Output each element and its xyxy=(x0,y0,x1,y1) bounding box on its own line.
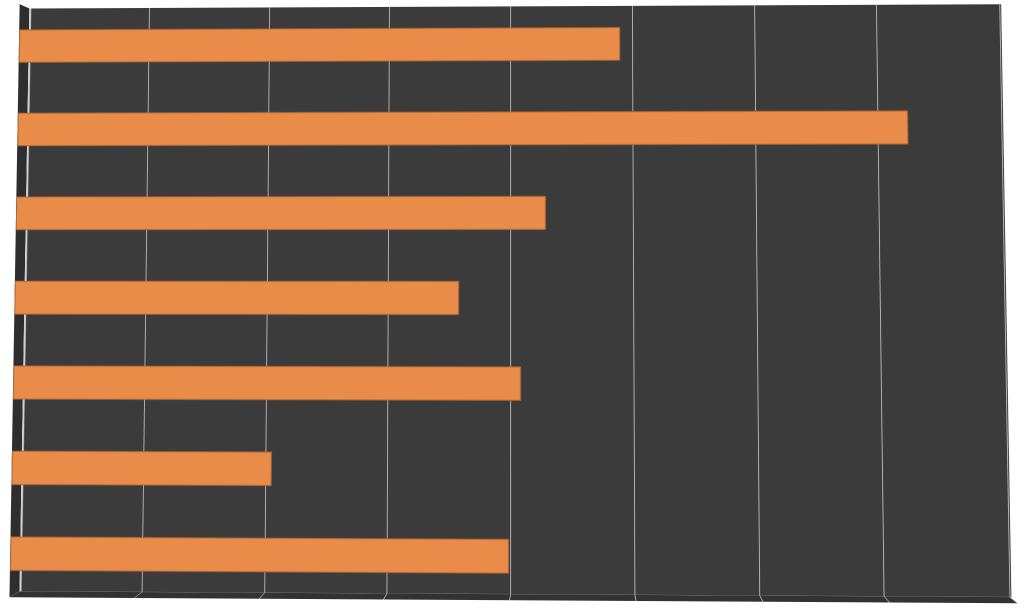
bar-top-face xyxy=(10,537,509,539)
chart-root xyxy=(0,0,1024,611)
bar-front-face xyxy=(17,110,908,146)
gridline xyxy=(754,5,760,595)
bars-layer xyxy=(20,0,1007,4)
floor-gridline xyxy=(134,592,143,598)
bar-front-face xyxy=(13,366,522,401)
gridline xyxy=(510,6,511,594)
bar-front-face xyxy=(14,281,459,315)
floor-gridline xyxy=(1010,597,1019,603)
bar xyxy=(13,366,522,401)
bar-front-face xyxy=(11,451,271,486)
floor-face xyxy=(9,591,1017,603)
bar xyxy=(17,110,908,146)
chart-3d-scene xyxy=(9,0,1017,603)
floor-gridline xyxy=(634,595,636,601)
bar xyxy=(11,451,271,486)
floor-gridline xyxy=(509,594,511,600)
bar xyxy=(14,281,459,315)
floor xyxy=(9,591,1017,603)
gridline xyxy=(876,5,885,597)
floor-gridline xyxy=(759,596,763,602)
gridline xyxy=(632,6,636,595)
floor-gridline xyxy=(884,596,891,602)
floor-gridline xyxy=(383,593,387,599)
bar-front-face xyxy=(10,537,509,574)
bar xyxy=(19,27,621,63)
bar xyxy=(16,196,547,230)
bar xyxy=(10,537,509,574)
floor-gridline xyxy=(258,593,265,599)
bar-front-face xyxy=(16,196,547,230)
gridline xyxy=(999,4,1010,597)
bar-front-face xyxy=(19,27,621,63)
chart-plot-area xyxy=(10,0,1008,596)
